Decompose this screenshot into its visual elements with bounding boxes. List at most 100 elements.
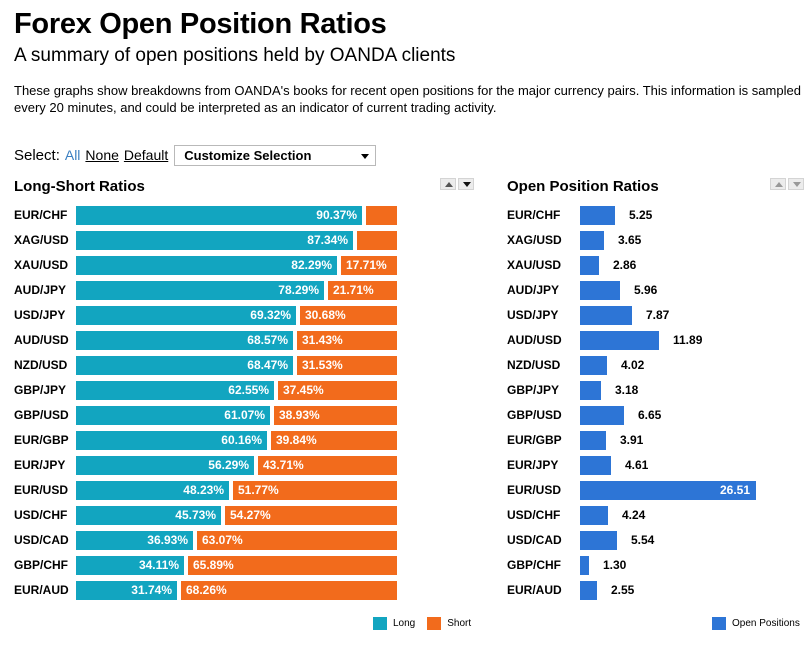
open-position-pair-label: USD/CAD: [507, 533, 562, 547]
open-position-value-label: 1.30: [603, 558, 627, 572]
open-position-pair-label: USD/CHF: [507, 508, 561, 522]
long-bar[interactable]: 90.37%: [76, 206, 362, 225]
short-bar[interactable]: 38.93%: [274, 406, 397, 425]
open-position-bar[interactable]: [580, 256, 599, 275]
short-bar[interactable]: 31.53%: [297, 356, 397, 375]
open-position-pair-label: GBP/CHF: [507, 558, 561, 572]
open-position-pair-label: GBP/USD: [507, 408, 562, 422]
customize-selection-dropdown[interactable]: Customize Selection: [174, 144, 377, 166]
select-all-link[interactable]: All: [64, 147, 81, 163]
legend-item-long: Long: [373, 617, 415, 630]
long-bar[interactable]: 56.29%: [76, 456, 254, 475]
open-position-value-label: 5.25: [629, 208, 653, 222]
open-position-pair-label: AUD/JPY: [507, 283, 560, 297]
open-position-pair-label: NZD/USD: [507, 358, 561, 372]
open-position-value-label: 4.02: [621, 358, 645, 372]
long-short-pair-label: GBP/JPY: [14, 383, 67, 397]
select-default-link[interactable]: Default: [123, 147, 169, 163]
legend-swatch-long: [373, 617, 387, 630]
short-bar[interactable]: 43.71%: [258, 456, 397, 475]
long-short-pair-label: NZD/USD: [14, 358, 68, 372]
long-bar[interactable]: 78.29%: [76, 281, 324, 300]
page-subtitle: A summary of open positions held by OAND…: [14, 45, 456, 66]
long-bar[interactable]: 87.34%: [76, 231, 353, 250]
short-bar[interactable]: 51.77%: [233, 481, 397, 500]
open-position-sort-controls: [770, 178, 804, 190]
long-bar[interactable]: 31.74%: [76, 581, 177, 600]
long-bar[interactable]: 82.29%: [76, 256, 337, 275]
open-position-bar[interactable]: [580, 581, 597, 600]
open-position-bar[interactable]: [580, 431, 606, 450]
open-position-bar[interactable]: [580, 281, 620, 300]
long-short-pair-label: EUR/GBP: [14, 433, 69, 447]
short-bar[interactable]: 63.07%: [197, 531, 397, 550]
long-short-pair-label: EUR/USD: [14, 483, 69, 497]
open-position-pair-label: AUD/USD: [507, 333, 562, 347]
open-position-bar[interactable]: [580, 356, 607, 375]
short-bar[interactable]: 68.26%: [181, 581, 397, 600]
open-position-value-label: 5.96: [634, 283, 658, 297]
long-short-title: Long-Short Ratios: [14, 178, 145, 195]
page-description: These graphs show breakdowns from OANDA'…: [14, 83, 801, 115]
sort-down-icon: [793, 182, 801, 187]
short-bar[interactable]: 54.27%: [225, 506, 397, 525]
long-bar[interactable]: 68.47%: [76, 356, 293, 375]
long-short-pair-label: AUD/USD: [14, 333, 69, 347]
open-position-bar[interactable]: [580, 306, 632, 325]
long-short-pair-label: USD/JPY: [14, 308, 66, 322]
open-position-value-label: 5.54: [631, 533, 655, 547]
short-bar[interactable]: 39.84%: [271, 431, 397, 450]
open-position-sort-down-button[interactable]: [788, 178, 804, 190]
legend-label-short: Short: [447, 618, 472, 629]
long-short-sort-up-button[interactable]: [440, 178, 456, 190]
open-position-value-label: 4.61: [625, 458, 649, 472]
long-bar[interactable]: 62.55%: [76, 381, 274, 400]
long-short-pair-label: GBP/CHF: [14, 558, 68, 572]
long-bar[interactable]: 45.73%: [76, 506, 221, 525]
open-position-bar[interactable]: [580, 206, 615, 225]
selection-bar: Select: All None Default Customize Selec…: [14, 144, 377, 166]
open-position-sort-up-button[interactable]: [770, 178, 786, 190]
select-label: Select:: [14, 146, 60, 164]
long-bar[interactable]: 48.23%: [76, 481, 229, 500]
short-bar[interactable]: 30.68%: [300, 306, 397, 325]
open-position-bar[interactable]: [580, 231, 604, 250]
long-bar[interactable]: 60.16%: [76, 431, 267, 450]
legend-swatch-open-positions: [712, 617, 726, 630]
open-position-bar[interactable]: [580, 406, 624, 425]
open-position-bar[interactable]: [580, 531, 617, 550]
legend-label-long: Long: [393, 618, 416, 629]
long-short-sort-down-button[interactable]: [458, 178, 474, 190]
short-bar[interactable]: 21.71%: [328, 281, 397, 300]
open-position-value-label: 2.86: [613, 258, 637, 272]
open-position-value-label: 7.87: [646, 308, 670, 322]
open-position-pair-label: GBP/JPY: [507, 383, 560, 397]
open-position-value-label: 6.65: [638, 408, 662, 422]
short-bar[interactable]: 17.71%: [341, 256, 397, 275]
open-position-bar[interactable]: [580, 506, 608, 525]
short-bar[interactable]: [357, 231, 397, 250]
long-bar[interactable]: 34.11%: [76, 556, 184, 575]
long-short-pair-label: XAG/USD: [14, 233, 69, 247]
open-position-bar[interactable]: [580, 331, 659, 350]
short-bar[interactable]: 37.45%: [278, 381, 397, 400]
long-bar[interactable]: 36.93%: [76, 531, 193, 550]
open-position-value-label: 11.89: [673, 333, 703, 347]
open-position-bar[interactable]: [580, 381, 601, 400]
short-bar[interactable]: [366, 206, 397, 225]
open-position-pair-label: EUR/AUD: [507, 583, 562, 597]
legend-item-short: Short: [427, 617, 471, 630]
select-none-link[interactable]: None: [85, 147, 119, 163]
open-position-bar[interactable]: 26.51: [580, 481, 756, 500]
open-position-bar[interactable]: [580, 456, 611, 475]
open-position-legend: Open Positions: [712, 617, 800, 630]
customize-selection-label: Customize Selection: [184, 147, 312, 163]
short-bar[interactable]: 65.89%: [188, 556, 397, 575]
long-short-pair-label: EUR/AUD: [14, 583, 69, 597]
long-bar[interactable]: 61.07%: [76, 406, 270, 425]
long-short-pair-label: XAU/USD: [14, 258, 69, 272]
long-bar[interactable]: 68.57%: [76, 331, 293, 350]
open-position-bar[interactable]: [580, 556, 589, 575]
long-bar[interactable]: 69.32%: [76, 306, 296, 325]
short-bar[interactable]: 31.43%: [297, 331, 397, 350]
